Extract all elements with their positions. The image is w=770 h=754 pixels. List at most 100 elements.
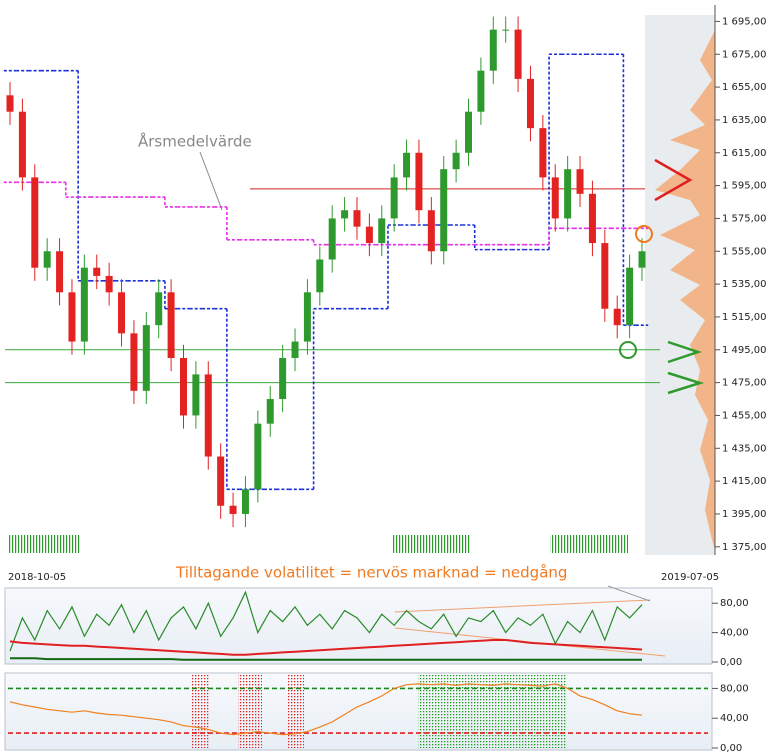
candle-body <box>179 357 187 416</box>
annotation: Tilltagande volatilitet = nervös marknad… <box>175 564 567 582</box>
candle-body <box>378 218 386 244</box>
candle-body <box>192 374 200 416</box>
candle-body <box>576 169 584 194</box>
candle-body <box>303 292 311 342</box>
volume-markers <box>8 535 80 553</box>
candle-body <box>365 226 373 244</box>
candle-body <box>68 292 76 342</box>
chevron <box>667 340 702 364</box>
candle-body <box>427 210 435 252</box>
candle-body <box>155 292 163 326</box>
candle-body <box>477 70 485 112</box>
candle-body <box>353 210 361 227</box>
candle-body <box>130 333 138 391</box>
candle-body <box>551 177 559 219</box>
panel-oscillator <box>4 672 713 751</box>
candle-body <box>31 177 39 268</box>
candle-body <box>440 169 448 252</box>
panel-volatility <box>4 587 713 665</box>
candle-body <box>118 292 126 334</box>
y-tick-label: 1 595,00 <box>722 181 767 192</box>
candle-body <box>80 267 88 342</box>
y-tick-label: 0,00 <box>720 743 742 754</box>
x-tick-label: 2019-07-05 <box>661 572 719 583</box>
candle-body <box>105 275 113 293</box>
chevron <box>667 371 705 395</box>
y-tick-label: 1 535,00 <box>722 279 767 290</box>
candle-body <box>341 210 349 219</box>
y-tick-label: 1 655,00 <box>722 82 767 93</box>
candle-body <box>613 308 621 326</box>
candle-body <box>142 325 150 391</box>
candle-body <box>626 267 634 326</box>
y-tick-label: 80,00 <box>720 598 749 609</box>
signal-zone <box>192 675 210 748</box>
candle-body <box>452 152 460 170</box>
x-tick-label: 2018-10-05 <box>8 572 66 583</box>
candle-body <box>93 267 101 276</box>
y-tick-label: 0,00 <box>720 657 742 668</box>
y-tick-label: 1 475,00 <box>722 378 767 389</box>
candle-body <box>43 251 51 268</box>
series-line <box>10 657 642 661</box>
candle-body <box>6 95 14 112</box>
series-line <box>9 683 643 736</box>
y-tick-label: 1 635,00 <box>722 115 767 126</box>
candle-body <box>291 341 299 358</box>
candle-body <box>56 251 64 293</box>
candle-body <box>514 29 522 79</box>
pointer-line <box>199 151 223 211</box>
volume-markers <box>392 535 470 553</box>
candle-body <box>390 177 398 219</box>
y-tick-label: 1 455,00 <box>722 410 767 421</box>
signal-zone <box>418 675 566 748</box>
candle-body <box>489 29 497 71</box>
candle-body <box>279 357 287 400</box>
candle-body <box>465 111 473 153</box>
signal-zone <box>238 675 262 748</box>
candle-body <box>638 251 646 268</box>
y-tick-label: 1 415,00 <box>722 476 767 487</box>
y-tick-label: 1 695,00 <box>722 16 767 27</box>
y-tick-label: 40,00 <box>720 628 749 639</box>
annotation: Årsmedelvärde <box>138 132 252 151</box>
candle-body <box>564 169 572 219</box>
highlight-circle <box>619 341 637 359</box>
candle-body <box>204 374 212 457</box>
y-tick-label: 40,00 <box>720 713 749 724</box>
candle-body <box>415 152 423 211</box>
pointer-line <box>607 585 651 602</box>
candle-body <box>539 128 547 178</box>
y-tick-label: 80,00 <box>720 683 749 694</box>
series-line <box>9 590 643 652</box>
candle-body <box>588 193 596 244</box>
volume-profile <box>655 30 715 550</box>
candle-body <box>403 152 411 178</box>
y-tick-label: 1 375,00 <box>722 542 767 553</box>
candle-body <box>316 259 324 293</box>
series-line <box>9 639 643 656</box>
y-tick-label: 1 615,00 <box>722 148 767 159</box>
y-tick-label: 1 395,00 <box>722 509 767 520</box>
y-tick-label: 1 435,00 <box>722 443 767 454</box>
trend-line <box>394 599 651 613</box>
highlight-circle <box>635 225 653 243</box>
y-tick-label: 1 555,00 <box>722 246 767 257</box>
candle-body <box>601 243 609 309</box>
volume-markers <box>550 535 628 553</box>
signal-zone <box>288 675 304 748</box>
candle-body <box>328 218 336 260</box>
candle-body <box>167 292 175 358</box>
candle-body <box>18 111 26 178</box>
y-tick-label: 1 675,00 <box>722 49 767 60</box>
candle-body <box>241 489 249 514</box>
candle-body <box>254 423 262 490</box>
candle-body <box>502 29 510 31</box>
candle-body <box>217 456 225 506</box>
candle-body <box>229 505 237 514</box>
y-tick-label: 1 495,00 <box>722 345 767 356</box>
main-plot <box>3 16 660 528</box>
candle-body <box>526 78 534 129</box>
candle-body <box>266 399 274 424</box>
